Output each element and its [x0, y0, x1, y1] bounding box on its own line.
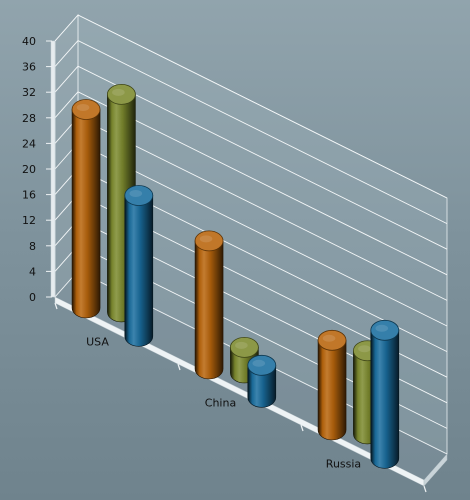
bar-cylinder — [71, 99, 101, 319]
bar-body — [124, 195, 154, 347]
bar-body — [71, 109, 101, 319]
x-tick-mark — [423, 485, 427, 493]
bar-cylinder — [317, 329, 347, 441]
bar-body — [317, 340, 347, 441]
y-axis-line — [50, 40, 56, 298]
bar-top — [317, 329, 347, 351]
x-tick-label: Russia — [326, 458, 361, 471]
x-tick-mark — [300, 424, 304, 432]
y-tick-label: 20 — [22, 163, 36, 176]
y-tick-label: 12 — [22, 214, 36, 227]
bar-cylinder — [194, 230, 224, 380]
gridline — [54, 14, 448, 199]
y-axis: 0 4 8 12 16 20 24 28 32 36 40 — [22, 35, 56, 304]
y-tick-label: 24 — [22, 137, 36, 150]
bar-cylinder — [370, 319, 400, 469]
y-tick-label: 28 — [22, 112, 36, 125]
y-tick-label: 8 — [29, 240, 36, 253]
bar-body — [247, 365, 277, 408]
bar-top — [71, 99, 101, 120]
gridline — [54, 65, 448, 250]
gridline — [54, 40, 448, 225]
bar-top-highlight — [76, 104, 90, 112]
bar-body — [194, 240, 224, 380]
bar-top-highlight — [112, 88, 125, 96]
bar-top-highlight — [199, 235, 213, 243]
bar-top-highlight — [235, 341, 248, 349]
x-axis: USA China Russia — [54, 302, 427, 493]
y-tick-label: 16 — [22, 189, 36, 202]
x-tick-mark — [177, 363, 181, 371]
y-tick-label: 4 — [29, 265, 36, 278]
bar-cylinder — [247, 354, 277, 408]
bar-cylinder — [124, 185, 154, 347]
y-tick-label: 36 — [22, 61, 36, 74]
x-tick-label: USA — [86, 336, 109, 349]
x-tick-label: China — [205, 397, 236, 410]
x-tick-mark — [54, 302, 58, 310]
bar-top-highlight — [375, 324, 389, 332]
bar-top — [370, 319, 400, 341]
floor-side — [423, 453, 448, 487]
bar-top — [194, 230, 224, 252]
bar-top — [124, 185, 154, 206]
bar-body — [370, 330, 400, 469]
bar-top — [247, 354, 277, 376]
bar-top-highlight — [322, 334, 336, 342]
gridline — [54, 91, 448, 276]
bar-top-highlight — [252, 359, 266, 367]
bars — [71, 83, 400, 469]
bar-top-highlight — [358, 345, 371, 353]
y-tick-label: 0 — [29, 291, 36, 304]
y-tick-label: 32 — [22, 86, 36, 99]
bar-top — [106, 83, 136, 105]
y-tick-label: 40 — [22, 35, 36, 48]
bar-top — [229, 336, 259, 358]
bar-top-highlight — [129, 190, 143, 198]
